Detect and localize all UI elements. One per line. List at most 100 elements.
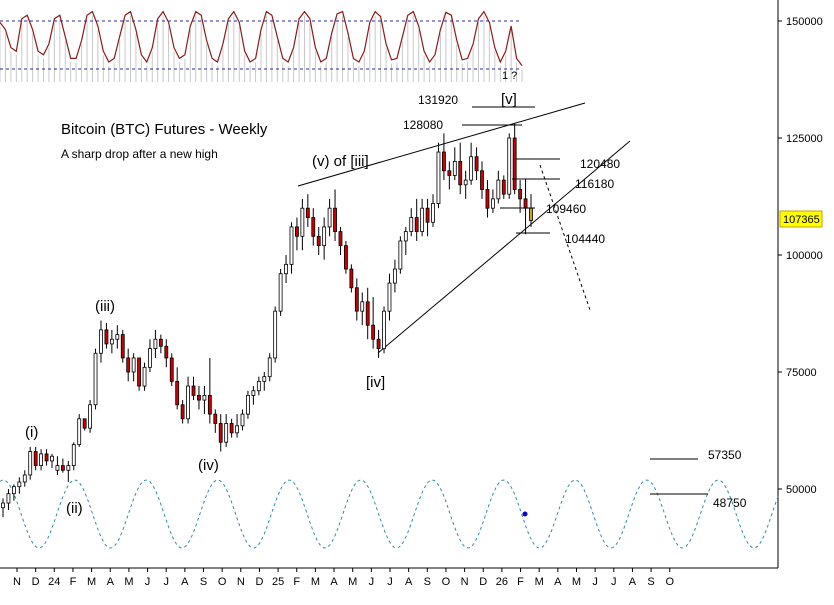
cycle-sine-wave [0,479,779,549]
level-markers [462,106,708,495]
candle-body [305,207,310,218]
x-tick-label: 26 [496,576,508,588]
x-tick-label: N [237,576,245,588]
x-tick-label: M [87,576,96,588]
chart-subtitle: A sharp drop after a new high [61,147,218,161]
candle-body [99,329,103,354]
candle-body [55,465,60,471]
candle-body [44,453,49,462]
candle-body [485,189,490,209]
current-price-label: 107365 [783,214,820,226]
level-label: 120480 [580,157,620,171]
oscillator-panel [0,10,523,82]
candle-body [447,170,452,176]
candle-body [251,390,256,396]
level-label: 116180 [575,177,614,191]
candle-body [458,160,463,186]
candle-body [463,179,468,186]
candle-body [207,394,212,415]
candle-body [33,451,38,466]
x-tick-label: F [70,576,77,588]
y-tick-label: 100000 [786,250,823,262]
wave-label: [iv] [366,374,385,391]
candle-body [153,338,158,349]
x-tick-label: 24 [48,576,60,588]
candle-body [316,235,321,247]
y-tick-label: 150000 [786,16,823,28]
candle-body [344,245,348,270]
candle-body [142,366,147,387]
x-tick-label: N [461,576,469,588]
candle-body [371,324,376,340]
x-tick-label: M [572,576,581,588]
wave-label: [v] [501,91,517,108]
candle-body [425,207,430,223]
x-tick-label: A [107,576,115,588]
x-tick-label: J [592,576,598,588]
candle-body [469,156,474,181]
candle-body [126,357,131,373]
candle-body [1,502,5,509]
candle-body [93,352,98,406]
candle-body [284,263,288,275]
level-label: 104440 [565,232,605,246]
candle-body [354,287,359,312]
candle-body [218,423,223,443]
candle-body [229,423,234,434]
x-tick-label: A [629,576,637,588]
candle-body [191,385,196,396]
candle-body [6,493,11,504]
candle-body [442,151,446,172]
candle-body [224,423,229,443]
candle-body [109,338,114,345]
candle-body [246,394,250,415]
candle-body [240,413,245,427]
candle-body [50,455,54,462]
wave-label: (iii) [95,298,115,315]
x-tick-label: M [124,576,133,588]
x-tick-label: D [479,576,487,588]
trendlines [297,102,631,354]
upper-channel-line [297,102,586,187]
cycle-marker-dot [522,511,528,517]
candle-body [120,334,125,359]
candle-body [431,203,435,223]
candle-body [512,137,517,190]
level-labels: 131920 128080 120480 116180 109460 10444… [403,93,747,510]
x-tick-label: F [517,576,524,588]
candle-body [338,231,343,247]
x-tick-label: A [405,576,413,588]
candle-body [17,481,22,488]
x-tick-label: A [330,576,338,588]
x-tick-label: 25 [272,576,284,588]
wave-label: (v) of [iii] [312,153,369,170]
candle-body [267,357,272,378]
x-tick-label: J [163,576,169,588]
chart-title: Bitcoin (BTC) Futures - Weekly [61,121,268,138]
candle-body [88,404,92,429]
x-tick-label: A [181,576,189,588]
x-tick-label: O [218,576,227,588]
y-tick-label: 125000 [786,133,823,145]
candle-body [180,404,185,420]
candle-body [186,385,190,420]
candle-body [376,338,381,349]
candle-body [202,394,207,401]
candle-body [360,301,365,312]
candle-body [28,451,33,476]
candle-body [11,486,16,495]
x-tick-label: S [200,576,207,588]
candle-body [256,380,261,392]
candle-body [507,137,512,195]
x-tick-label: J [369,576,375,588]
x-tick-label: M [348,576,357,588]
candle-body [213,413,218,424]
candle-body [474,156,479,172]
x-tick-label: F [293,576,300,588]
candle-body [164,345,169,359]
candle-body [398,240,403,270]
candle-body [490,198,495,209]
candle-body [480,170,484,190]
oscillator-line [0,10,523,66]
